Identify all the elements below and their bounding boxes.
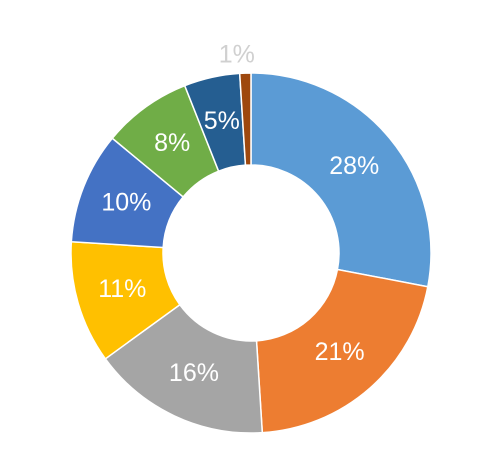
data-label: 21% [315, 338, 365, 366]
donut-slice [255, 268, 429, 434]
donut-slice [238, 72, 252, 166]
data-label: 11% [98, 275, 146, 303]
donut-slice [250, 72, 432, 288]
data-label: 8% [154, 129, 190, 157]
data-label: 1% [219, 41, 255, 69]
data-label: 28% [329, 152, 379, 180]
data-label: 10% [101, 188, 151, 216]
data-label: 16% [169, 359, 219, 387]
donut-slice [104, 303, 264, 434]
data-label: 5% [204, 107, 240, 135]
